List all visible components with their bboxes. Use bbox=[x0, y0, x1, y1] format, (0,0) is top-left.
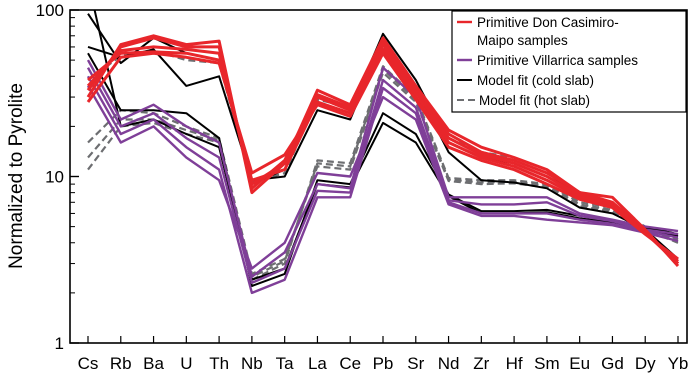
x-tick-label-Ta: Ta bbox=[276, 354, 295, 373]
x-tick-label-Th: Th bbox=[209, 354, 229, 373]
series-line-red-1 bbox=[86, 36, 680, 265]
series-line-purple-5 bbox=[86, 59, 679, 278]
x-tick-label-Cs: Cs bbox=[78, 354, 99, 373]
x-tick-label-Pb: Pb bbox=[373, 354, 394, 373]
x-tick-label-Hf: Hf bbox=[506, 354, 523, 373]
x-tick-label-U: U bbox=[180, 354, 192, 373]
legend-label-don-casimiro-1: Primitive Don Casimiro- bbox=[477, 15, 619, 30]
x-tick-label-Sm: Sm bbox=[534, 354, 560, 373]
series-line-black-12 bbox=[93, 10, 679, 281]
x-tick-label-Eu: Eu bbox=[569, 354, 590, 373]
series-line-red-3 bbox=[87, 47, 679, 263]
x-tick-label-Ce: Ce bbox=[339, 354, 361, 373]
series-line-purple-7 bbox=[86, 75, 679, 295]
y-tick-label-0: 1 bbox=[55, 334, 64, 353]
series-line-red-4 bbox=[86, 51, 679, 261]
y-tick-label-1: 10 bbox=[45, 168, 64, 187]
legend-label-cold-slab: Model fit (cold slab) bbox=[477, 73, 594, 88]
x-tick-label-Yb: Yb bbox=[668, 354, 688, 373]
y-axis-title: Normalized to Pyrolite bbox=[6, 83, 27, 269]
legend-label-hot-slab: Model fit (hot slab) bbox=[479, 93, 590, 108]
x-tick-label-Rb: Rb bbox=[110, 354, 132, 373]
x-tick-label-Ba: Ba bbox=[143, 354, 164, 373]
series-layer bbox=[86, 10, 680, 295]
axis-layer: 1 10 100 Cs Rb Ba U Th Nb Ta La Ce Pb Sr Nd Zr Hf Sm Eu Gd D… bbox=[36, 1, 688, 373]
x-tick-label-Nb: Nb bbox=[241, 354, 263, 373]
y-tick-label-2: 100 bbox=[36, 1, 64, 20]
series-line-purple-8 bbox=[86, 85, 679, 270]
x-tick-label-Gd: Gd bbox=[601, 354, 624, 373]
x-tick-label-Sr: Sr bbox=[407, 354, 424, 373]
series-line-red-2 bbox=[86, 43, 680, 265]
legend: Primitive Don Casimiro- Maipo samples Pr… bbox=[451, 10, 687, 113]
x-tick-label-Zr: Zr bbox=[473, 354, 489, 373]
legend-box bbox=[451, 10, 687, 113]
legend-label-villarrica: Primitive Villarrica samples bbox=[477, 53, 638, 68]
x-tick-label-Nd: Nd bbox=[438, 354, 460, 373]
series-line-purple-6 bbox=[86, 67, 679, 284]
x-tick-label-Dy: Dy bbox=[635, 354, 656, 373]
legend-label-don-casimiro-2: Maipo samples bbox=[477, 33, 568, 48]
x-tick-label-La: La bbox=[308, 354, 327, 373]
